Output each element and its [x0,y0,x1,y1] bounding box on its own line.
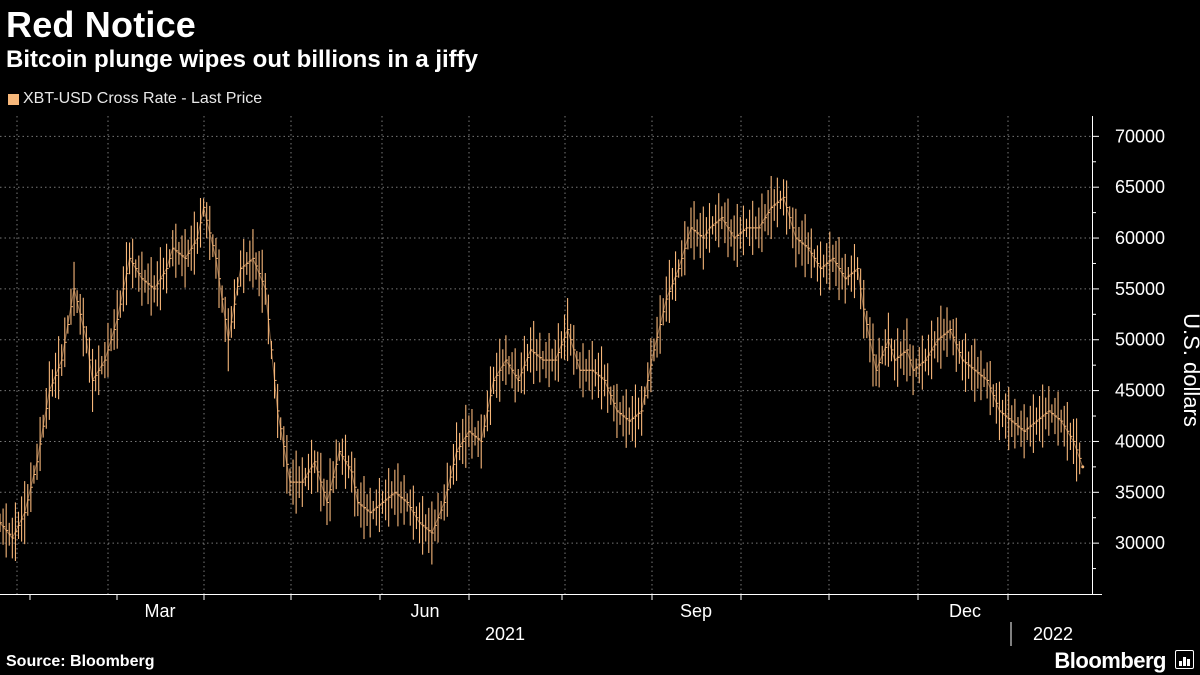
y-tick-label: 50000 [1115,330,1165,350]
bloomberg-terminal-icon [1175,650,1194,669]
y-tick-label: 40000 [1115,431,1165,451]
year-label: 2021 [485,624,525,644]
price-point [1081,465,1085,469]
y-tick-label: 30000 [1115,533,1165,553]
y-tick-label: 65000 [1115,177,1165,197]
x-tick-label: Sep [680,601,712,621]
legend-swatch [8,93,19,105]
y-axis-label: U.S. dollars [1179,313,1200,427]
x-tick-label: Mar [145,601,176,621]
price-line [0,196,1084,540]
year-label: 2022 [1033,624,1073,644]
bloomberg-logo: Bloomberg [1054,648,1166,673]
y-tick-label: 70000 [1115,126,1165,146]
chart-subtitle: Bitcoin plunge wipes out billions in a j… [6,46,479,73]
y-tick-label: 55000 [1115,279,1165,299]
y-tick-label: 45000 [1115,381,1165,401]
chart-title: Red Notice [6,4,197,45]
source-note: Source: Bloomberg [6,653,155,670]
legend-label: XBT-USD Cross Rate - Last Price [23,90,263,107]
x-tick-label: Dec [949,601,981,621]
y-tick-label: 35000 [1115,482,1165,502]
y-tick-label: 60000 [1115,228,1165,248]
legend: XBT-USD Cross Rate - Last Price [8,90,262,108]
x-tick-label: Jun [410,601,439,621]
